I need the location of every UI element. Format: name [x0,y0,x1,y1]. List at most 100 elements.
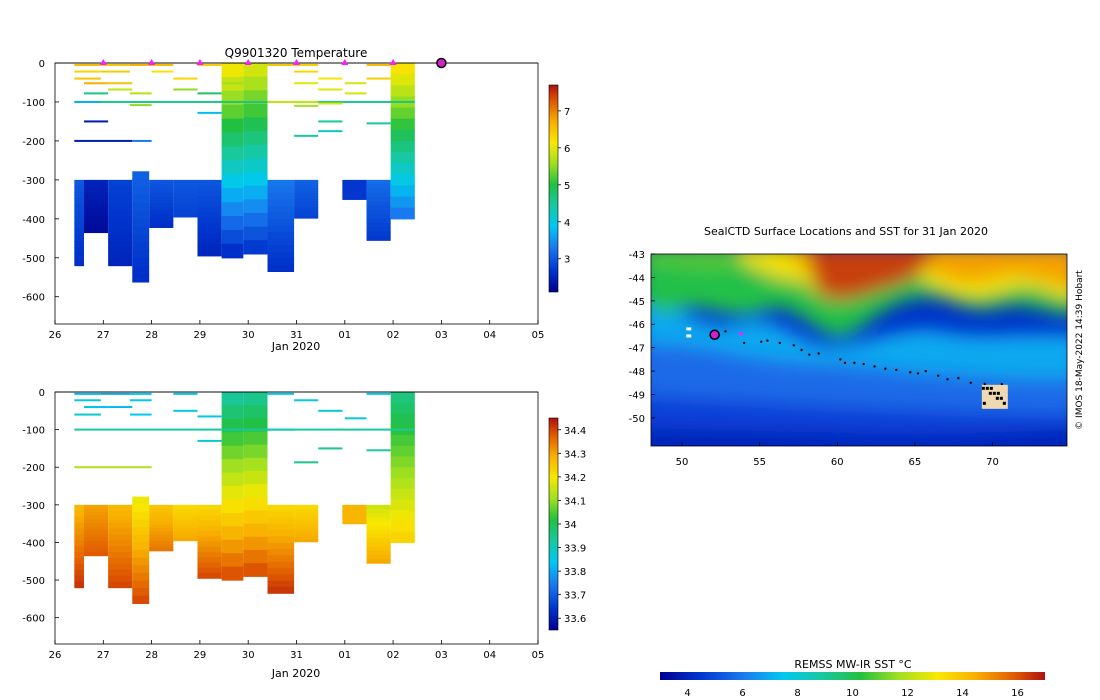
profile-cell [197,541,222,548]
shallow-measurement [100,392,130,395]
profile-cell [197,567,222,574]
profile-cell [173,530,198,534]
profile-cell [108,185,133,193]
profile-cell [149,527,174,532]
profile-cell [108,210,133,218]
profile-cell [294,510,319,514]
profile-cell [197,212,222,219]
sst-colorbar [660,672,1045,680]
profile-cell [390,488,415,501]
profile-cell [267,542,295,550]
x-tick-label: 02 [387,650,400,661]
profile-cell [221,160,244,175]
profile-cell [342,192,367,195]
x-tick-label: 30 [242,650,255,661]
profile-cell [267,586,295,594]
profile-cell [221,499,244,514]
profile-cell [83,508,109,513]
colorbar-tick-label: 34.1 [564,496,586,507]
x-tick-label: 26 [49,330,62,341]
profile-cell [267,179,295,188]
profile-cell [390,163,415,175]
profile-cell [243,103,268,119]
shallow-measurement [108,82,133,85]
sst-colorbar-ticks: 4 6 8 10 12 14 16 [684,688,1024,699]
sst-colorbar-tick-label: 16 [1011,688,1024,699]
surface-location [884,367,887,370]
profile-cell [294,533,319,538]
profile-cell [74,558,84,565]
profile-cell [221,566,244,581]
profile-cell [108,259,133,267]
profile-cell [132,171,150,180]
y-tick-label: -300 [22,501,45,512]
missing-data-speckle [988,391,992,395]
sst-band-green-west [651,254,741,269]
profile-cell [366,231,391,237]
profile-cell [83,202,109,207]
profile-cell [173,193,198,197]
map-y-tick-label: -45 [629,297,645,308]
shallow-measurement [197,415,222,418]
shallow-measurement [366,122,391,125]
profile-cell [243,536,268,551]
profile-cell [342,510,367,513]
latest-surface-marker [436,57,447,69]
profile-cell [132,496,150,505]
profile-cell [243,240,268,255]
map-x-tick-label: 65 [909,457,922,468]
profile-cell [390,107,415,120]
profile-cell [173,179,198,184]
profile-cell [390,531,415,544]
profile-cell [108,552,133,559]
surface-location [808,353,811,356]
profile-cell [243,172,268,187]
profile-4 [149,504,174,552]
profile-cell [83,541,109,546]
shallow-measurement [108,88,133,91]
profile-cell [74,228,84,236]
profile-cell [342,507,367,510]
profile-cell [173,532,198,537]
shallow-measurement [318,77,343,80]
shallow-measurement [129,392,152,395]
shallow-measurement [129,399,152,402]
profile-cell [267,580,295,588]
profile-cell [366,550,391,556]
temperature-axes: 26 27 28 29 30 31 01 02 03 04 05 0 -100 -200 -300 -400 -… [22,57,544,341]
profile-cell [366,542,391,548]
profile-cell [221,174,244,189]
shallow-measurement [129,92,152,95]
profile-cell [108,222,133,230]
profile-cell [74,216,84,224]
profile-9 [267,504,295,594]
profile-cell [132,557,150,566]
profile-cell [149,179,174,184]
shallow-measurement [344,82,367,85]
profile-cell [132,534,150,543]
profile-cell [149,534,174,539]
profile-cell [366,521,391,527]
profile-cell [149,511,174,516]
profile-cell [243,76,268,91]
profile-cell [173,507,198,511]
profile-cell [149,508,174,512]
profile-cell [74,528,84,535]
profile-cell [83,187,109,192]
shallow-measurement [318,102,343,105]
shallow-measurement [83,406,109,409]
profile-cell [221,432,244,447]
map-y-tick-label: -47 [629,344,645,355]
shallow-measurement [318,130,343,133]
shallow-measurement [129,104,152,107]
sst-colorbar-tick-label: 12 [901,688,914,699]
surface-marker [148,59,156,65]
profile-8 [243,63,268,255]
missing-data-patch [981,384,1008,409]
profile-cell [366,218,391,224]
profile-cell [197,515,222,522]
profile-cell [342,197,367,200]
surface-marker [244,59,252,65]
shallow-measurement [108,406,133,409]
shallow-measurement [74,139,133,142]
